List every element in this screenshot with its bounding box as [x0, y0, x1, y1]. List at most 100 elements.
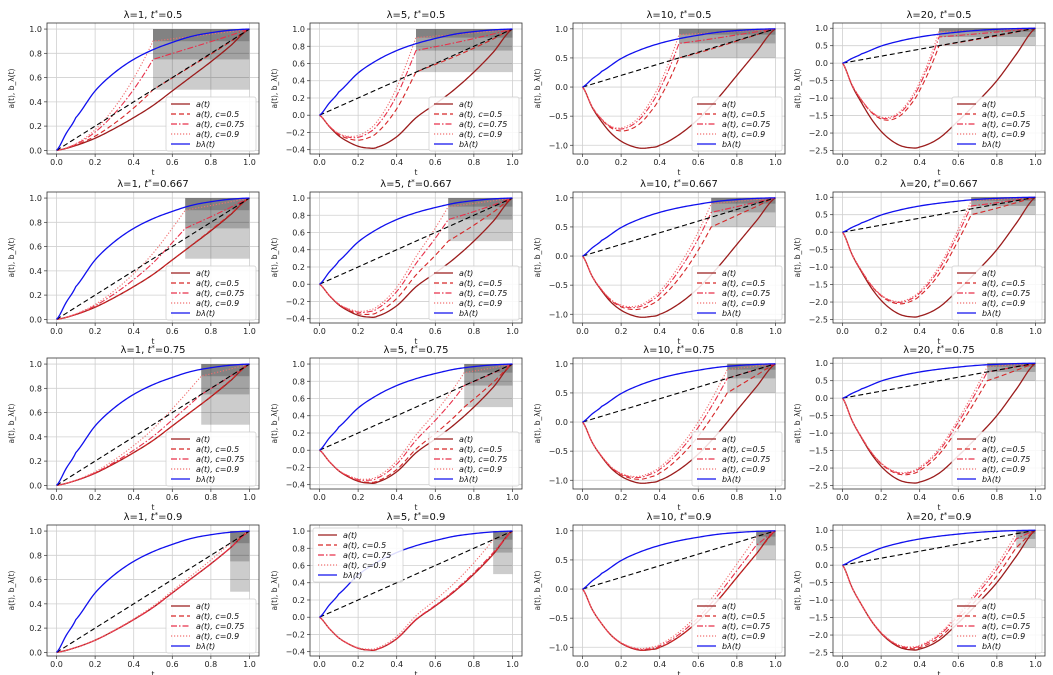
legend-label: a(t): [196, 100, 210, 109]
y-tick-label: 0.5: [815, 42, 828, 51]
y-tick-label: 0.4: [29, 600, 42, 609]
line-a: [319, 197, 513, 318]
line-a: [319, 28, 513, 149]
y-tick-label: 1.0: [29, 527, 42, 536]
legend-label: a(t), c=0.75: [982, 622, 1030, 631]
legend: a(t)a(t), c=0.5a(t), c=0.75a(t), c=0.9bλ…: [951, 431, 1043, 487]
legend-label: bλ(t): [722, 309, 741, 318]
legend-box: [165, 598, 257, 654]
x-tick-label: 0.6: [429, 327, 442, 336]
axes-frame: [46, 524, 260, 657]
y-tick-label: −0.2: [286, 463, 305, 472]
legend-label: a(t), c=0.5: [196, 612, 239, 621]
legend-label: a(t), c=0.5: [722, 445, 765, 454]
y-tick-label: −0.5: [549, 281, 568, 290]
legend: a(t)a(t), c=0.5a(t), c=0.75a(t), c=0.9bλ…: [165, 598, 257, 654]
y-tick-label: −1.0: [809, 263, 828, 272]
legend-label: a(t), c=0.75: [196, 120, 244, 129]
line-a-c-0.5: [582, 28, 776, 132]
legend-box: [691, 598, 783, 654]
x-tick-label: 0.6: [429, 660, 442, 669]
y-tick-label: 0.6: [29, 74, 42, 83]
y-tick-label: −2.0: [809, 129, 828, 138]
x-tick-label: 1.0: [243, 158, 256, 167]
x-axis-label: t: [415, 670, 418, 675]
line-a-c-0.9: [842, 27, 1036, 119]
y-tick-label: −1.0: [809, 596, 828, 605]
legend: a(t)a(t), c=0.5a(t), c=0.75a(t), c=0.9bλ…: [691, 431, 783, 487]
y-axis-label: a(t), b_λ(t): [793, 68, 802, 108]
line-a-c-0.5: [56, 197, 250, 320]
y-tick-label: −0.4: [286, 481, 305, 490]
y-axis-label: a(t), b_λ(t): [533, 237, 542, 277]
legend-label: bλ(t): [196, 309, 215, 318]
x-tick-label: 0.2: [352, 493, 365, 502]
line-a-c-0.9: [582, 530, 776, 650]
y-tick-label: −0.4: [286, 315, 305, 324]
y-tick-label: −0.2: [286, 297, 305, 306]
legend-label: a(t): [722, 435, 736, 444]
y-tick-label: 0.2: [29, 624, 42, 633]
x-tick-label: 0.0: [576, 493, 589, 502]
y-tick-label: 0.6: [29, 243, 42, 252]
line-b-lambda: [842, 27, 1036, 64]
y-tick-label: 0.0: [815, 228, 828, 237]
y-tick-label: 1.0: [29, 360, 42, 369]
x-axis-label: t: [152, 670, 155, 675]
y-axis-label: a(t), b_λ(t): [7, 237, 16, 277]
y-tick-label: 0.4: [292, 579, 305, 588]
y-tick-label: 0.2: [29, 122, 42, 131]
line-a-c-0.75: [842, 529, 1036, 649]
y-tick-label: −0.2: [286, 128, 305, 137]
y-axis-label: a(t), b_λ(t): [793, 570, 802, 610]
x-tick-label: 0.0: [576, 660, 589, 669]
y-tick-label: −0.5: [809, 77, 828, 86]
legend: a(t)a(t), c=0.5a(t), c=0.75a(t), c=0.9bλ…: [312, 527, 404, 583]
shaded-region-c-0.9: [711, 197, 776, 204]
x-tick-label: 1.0: [243, 327, 256, 336]
legend-box: [951, 598, 1043, 654]
axes-frame: [572, 524, 786, 657]
y-tick-label: 0.4: [29, 433, 42, 442]
legend-label: a(t): [722, 602, 736, 611]
legend: a(t)a(t), c=0.5a(t), c=0.75a(t), c=0.9bλ…: [951, 265, 1043, 321]
line-reference: [842, 529, 1036, 566]
legend: a(t)a(t), c=0.5a(t), c=0.75a(t), c=0.9bλ…: [165, 265, 257, 321]
legend-label: a(t), c=0.5: [459, 445, 502, 454]
legend: a(t)a(t), c=0.5a(t), c=0.75a(t), c=0.9bλ…: [428, 431, 520, 487]
y-tick-label: 0.4: [292, 77, 305, 86]
subplot-title: λ=20, t*=0.9: [906, 511, 971, 523]
legend-label: bλ(t): [982, 642, 1001, 651]
line-a-c-0.75: [56, 363, 250, 486]
legend-label: a(t), c=0.9: [196, 299, 239, 308]
subplot-lambda-20-tstar-0.9: 0.0 0.2 0.4 0.6 0.8 1.0 −2.5 −2.0 −1.5 −1.0 −0.5 0.…: [793, 511, 1046, 675]
subplot-lambda-10-tstar-0.667: 0.0 0.2 0.4 0.6 0.8 1.0 −1.0 −0.5 0.0 0.5 1.0 λ=10,…: [533, 178, 786, 346]
legend-label: a(t): [196, 435, 210, 444]
legend: a(t)a(t), c=0.5a(t), c=0.75a(t), c=0.9bλ…: [691, 96, 783, 152]
y-tick-label: 0.0: [292, 280, 305, 289]
legend-box: [312, 527, 404, 583]
y-axis-label: a(t), b_λ(t): [793, 403, 802, 443]
line-b-lambda: [319, 363, 513, 451]
shaded-region-c-0.9: [727, 363, 776, 370]
shaded-region-c-0.5: [756, 530, 776, 560]
legend-label: a(t), c=0.75: [982, 455, 1030, 464]
y-tick-label: 1.0: [29, 25, 42, 34]
line-a-c-0.9: [582, 28, 776, 129]
x-tick-label: 1.0: [506, 660, 519, 669]
y-tick-label: 0.8: [292, 377, 305, 386]
y-tick-label: 0.5: [555, 223, 568, 232]
legend: a(t)a(t), c=0.5a(t), c=0.75a(t), c=0.9bλ…: [691, 265, 783, 321]
x-tick-label: 0.4: [127, 493, 140, 502]
x-tick-label: 0.0: [836, 158, 849, 167]
line-b-lambda: [842, 529, 1036, 566]
x-tick-label: 0.6: [166, 327, 179, 336]
subplot-title: λ=10, t*=0.5: [646, 9, 711, 21]
x-tick-label: 0.8: [468, 493, 481, 502]
x-tick-label: 0.0: [313, 327, 326, 336]
line-reference: [582, 197, 776, 257]
legend-label: a(t), c=0.5: [982, 445, 1025, 454]
legend-box: [691, 96, 783, 152]
axes-frame: [572, 191, 786, 324]
x-tick-label: 0.6: [952, 327, 965, 336]
